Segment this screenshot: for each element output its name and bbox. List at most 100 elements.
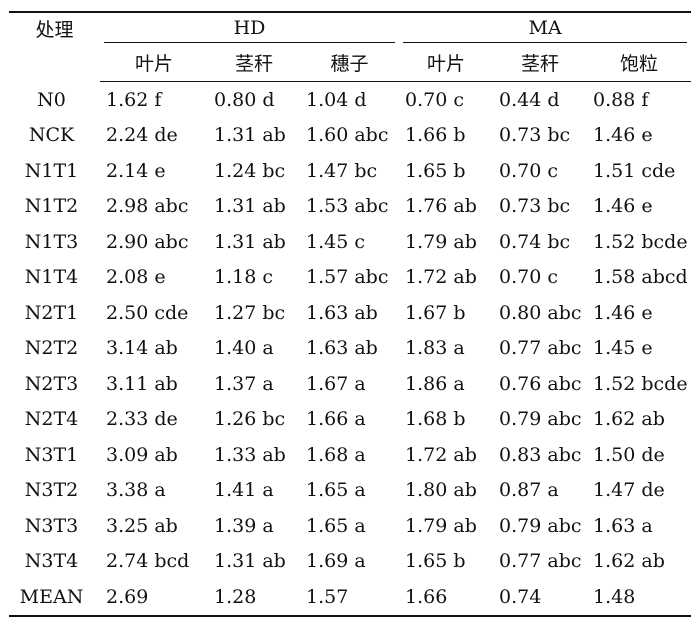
value-cell: 0.77 abc bbox=[499, 550, 582, 573]
value-cell: 0.80 d bbox=[214, 88, 275, 111]
subheader-hd-panicle: 穗子 bbox=[300, 43, 400, 82]
treatment-cell: N2T4 bbox=[24, 408, 79, 431]
value-cell: 1.62 ab bbox=[593, 408, 665, 431]
value-cell: 3.38 a bbox=[106, 479, 166, 502]
value-cell: 1.79 ab bbox=[405, 514, 477, 537]
corner-header: 处理 bbox=[9, 11, 100, 82]
group-underline-hd bbox=[104, 42, 396, 43]
value-cell: 1.62 f bbox=[106, 88, 162, 111]
treatment-cell: NCK bbox=[28, 124, 75, 147]
value-cell: 2.33 de bbox=[106, 408, 178, 431]
value-cell: 1.37 a bbox=[214, 372, 274, 395]
table-row: N0 1.62 f 0.80 d 1.04 d 0.70 c 0.44 d 0.88 f bbox=[9, 82, 691, 118]
treatment-cell: N3T3 bbox=[24, 514, 79, 537]
value-cell: 1.39 a bbox=[214, 514, 274, 537]
value-cell: 3.14 ab bbox=[106, 337, 178, 360]
subheader-ma-stem: 茎秆 bbox=[493, 43, 588, 82]
value-cell: 1.68 b bbox=[405, 408, 466, 431]
group-header-ma: MA bbox=[399, 11, 692, 43]
value-cell: 1.65 b bbox=[405, 159, 466, 182]
value-cell: 0.74 bbox=[493, 579, 588, 617]
value-cell: 0.77 abc bbox=[499, 337, 582, 360]
value-cell: 1.62 ab bbox=[593, 550, 665, 573]
value-cell: 1.72 ab bbox=[405, 266, 477, 289]
value-cell: 1.47 de bbox=[593, 479, 665, 502]
value-cell: 2.98 abc bbox=[106, 195, 189, 218]
value-cell: 1.46 e bbox=[593, 124, 653, 147]
value-cell: 1.68 a bbox=[306, 443, 366, 466]
table-row: N1T1 2.14 e 1.24 bc 1.47 bc 1.65 b 0.70 c 1.51… bbox=[9, 153, 691, 189]
value-cell: 1.31 ab bbox=[214, 230, 286, 253]
treatment-cell: MEAN bbox=[9, 579, 100, 617]
value-cell: 2.08 e bbox=[106, 266, 166, 289]
treatment-cell: N3T4 bbox=[24, 550, 79, 573]
value-cell: 1.24 bc bbox=[214, 159, 286, 182]
value-cell: 1.60 abc bbox=[306, 124, 389, 147]
group-header-hd-label: HD bbox=[233, 17, 266, 39]
value-cell: 0.70 c bbox=[405, 88, 465, 111]
value-cell: 1.80 ab bbox=[405, 479, 477, 502]
value-cell: 1.79 ab bbox=[405, 230, 477, 253]
value-cell: 3.11 ab bbox=[106, 372, 178, 395]
treatment-cell: N2T2 bbox=[24, 337, 79, 360]
value-cell: 1.66 bbox=[399, 579, 494, 617]
value-cell: 2.69 bbox=[100, 579, 208, 617]
value-cell: 0.73 bc bbox=[499, 195, 571, 218]
value-cell: 2.74 bcd bbox=[106, 550, 190, 573]
value-cell: 1.67 a bbox=[306, 372, 366, 395]
value-cell: 0.44 d bbox=[499, 88, 560, 111]
value-cell: 2.50 cde bbox=[106, 301, 189, 324]
value-cell: 1.47 bc bbox=[306, 159, 378, 182]
value-cell: 2.24 de bbox=[106, 124, 178, 147]
table-row: N3T2 3.38 a 1.41 a 1.65 a 1.80 ab 0.87 a 1.47 … bbox=[9, 473, 691, 509]
value-cell: 0.80 abc bbox=[499, 301, 582, 324]
table-row: N1T3 2.90 abc 1.31 ab 1.45 c 1.79 ab 0.74 bc 1… bbox=[9, 224, 691, 260]
value-cell: 1.52 bcde bbox=[593, 372, 688, 395]
value-cell: 1.45 e bbox=[593, 337, 653, 360]
value-cell: 0.79 abc bbox=[499, 514, 582, 537]
table-row: N2T2 3.14 ab 1.40 a 1.63 ab 1.83 a 0.77 abc 1.… bbox=[9, 331, 691, 367]
value-cell: 0.76 abc bbox=[499, 372, 582, 395]
value-cell: 1.18 c bbox=[214, 266, 273, 289]
treatment-cell: N2T1 bbox=[24, 301, 79, 324]
table-row: NCK 2.24 de 1.31 ab 1.60 abc 1.66 b 0.73 bc 1.… bbox=[9, 118, 691, 154]
value-cell: 1.83 a bbox=[405, 337, 465, 360]
value-cell: 1.63 a bbox=[593, 514, 653, 537]
value-cell: 1.65 a bbox=[306, 514, 366, 537]
table-row: N3T1 3.09 ab 1.33 ab 1.68 a 1.72 ab 0.83 abc 1… bbox=[9, 437, 691, 473]
table-row: N2T4 2.33 de 1.26 bc 1.66 a 1.68 b 0.79 abc 1.… bbox=[9, 402, 691, 438]
table-row: N2T3 3.11 ab 1.37 a 1.67 a 1.86 a 0.76 abc 1.5… bbox=[9, 366, 691, 402]
subheader-ma-leaf: 叶片 bbox=[399, 43, 494, 82]
value-cell: 1.31 ab bbox=[214, 124, 286, 147]
treatment-cell: N3T2 bbox=[24, 479, 79, 502]
subheader-ma-grain: 饱粒 bbox=[587, 43, 692, 82]
table-row: N3T4 2.74 bcd 1.31 ab 1.69 a 1.65 b 0.77 abc 1… bbox=[9, 544, 691, 580]
value-cell: 0.70 c bbox=[499, 266, 559, 289]
value-cell: 1.48 bbox=[587, 579, 692, 617]
treatment-cell: N1T3 bbox=[24, 230, 79, 253]
table-row: MEAN 2.69 1.28 1.57 1.66 0.74 1.48 bbox=[9, 579, 692, 617]
value-cell: 0.73 bc bbox=[499, 124, 571, 147]
table-row: N1T2 2.98 abc 1.31 ab 1.53 abc 1.76 ab 0.73 b… bbox=[9, 189, 691, 225]
value-cell: 1.31 ab bbox=[214, 195, 286, 218]
value-cell: 1.57 abc bbox=[306, 266, 389, 289]
table-header: 处理 HD MA 叶片 茎秆 穗子 叶片 茎秆 饱粒 bbox=[9, 11, 692, 82]
value-cell: 1.28 bbox=[208, 579, 300, 617]
data-table: 处理 HD MA 叶片 茎秆 穗子 叶片 茎秆 饱粒 N0 1.62 f 0.80 … bbox=[9, 11, 692, 617]
value-cell: 1.27 bc bbox=[214, 301, 286, 324]
value-cell: 1.69 a bbox=[306, 550, 366, 573]
treatment-cell: N3T1 bbox=[24, 443, 79, 466]
value-cell: 1.66 a bbox=[306, 408, 366, 431]
value-cell: 1.86 a bbox=[405, 372, 465, 395]
table-row: N2T1 2.50 cde 1.27 bc 1.63 ab 1.67 b 0.80 abc… bbox=[9, 295, 691, 331]
value-cell: 1.46 e bbox=[593, 195, 653, 218]
treatment-cell: N1T4 bbox=[24, 266, 79, 289]
value-cell: 0.83 abc bbox=[499, 443, 582, 466]
group-header-ma-label: MA bbox=[528, 17, 562, 39]
value-cell: 2.14 e bbox=[106, 159, 166, 182]
value-cell: 1.26 bc bbox=[214, 408, 286, 431]
group-underline-ma bbox=[403, 42, 688, 43]
table-row: N1T4 2.08 e 1.18 c 1.57 abc 1.72 ab 0.70 c 1.5… bbox=[9, 260, 691, 296]
value-cell: 0.74 bc bbox=[499, 230, 571, 253]
value-cell: 1.63 ab bbox=[306, 301, 378, 324]
